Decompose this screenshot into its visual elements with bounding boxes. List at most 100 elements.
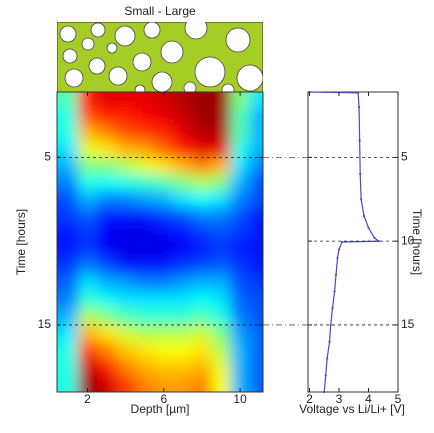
- heatmap-cell: [192, 324, 212, 343]
- heatmap-cell: [77, 308, 98, 326]
- line-point: [334, 273, 338, 276]
- heatmap-cell: [97, 157, 117, 175]
- heatmap-cell: [135, 190, 155, 209]
- x-tick-label: 3: [336, 392, 343, 406]
- heatmap-cell: [97, 107, 117, 125]
- heatmap-cell: [192, 140, 212, 158]
- heatmap-cell: [230, 257, 251, 276]
- heatmap-cell: [97, 257, 117, 276]
- heatmap-area: [57, 92, 263, 392]
- heatmap-cell: [211, 123, 232, 142]
- heatmap-cell: [57, 241, 79, 259]
- heatmap-cell: [154, 241, 174, 259]
- heatmap-cell: [77, 140, 98, 158]
- line-point: [377, 240, 380, 243]
- heatmap-cell: [77, 257, 98, 276]
- line-point: [357, 105, 361, 109]
- heatmap-cell: [116, 257, 136, 276]
- x-tick-label: 2: [84, 392, 91, 406]
- heatmap-cell: [57, 157, 79, 175]
- heatmap-cell: [211, 308, 232, 326]
- heatmap-cell: [173, 257, 193, 276]
- heatmap-cell: [135, 308, 155, 326]
- x-tick-label: 2: [306, 392, 313, 406]
- heatmap-cell: [192, 308, 212, 326]
- line-point: [367, 226, 370, 229]
- y-tick-label: 15: [401, 317, 415, 331]
- heatmap-cell: [173, 207, 193, 225]
- y-axis-title: Time [hours]: [410, 209, 424, 275]
- heatmap-cell: [154, 92, 174, 108]
- y-tick-label: 5: [44, 150, 51, 164]
- heatmap-cell: [154, 157, 174, 175]
- line-point: [360, 198, 363, 201]
- y-axis-title: Time [hours]: [14, 209, 28, 275]
- heatmap-cell: [77, 157, 98, 175]
- y-tick-label: 15: [38, 317, 52, 331]
- heatmap-cell: [211, 190, 232, 209]
- heatmap-cell: [230, 174, 251, 192]
- heatmap-cell: [173, 291, 193, 309]
- line-point: [331, 307, 334, 310]
- line-point: [357, 91, 360, 94]
- heatmap-cell: [57, 140, 79, 158]
- y-tick-label: 5: [401, 150, 408, 164]
- heatmap-cell: [211, 92, 232, 108]
- heatmap-cell: [230, 341, 251, 359]
- heatmap-cell: [135, 241, 155, 259]
- heatmap-cell: [135, 341, 155, 359]
- x-tick-label: 10: [233, 392, 247, 406]
- heatmap-cell: [116, 291, 136, 309]
- heatmap-cell: [211, 224, 232, 242]
- line-point: [373, 236, 376, 239]
- heatmap-cell: [97, 140, 117, 158]
- heatmap-cell: [230, 358, 251, 376]
- heatmap-cell: [192, 224, 212, 242]
- heatmap-cell: [154, 190, 174, 209]
- heatmap-cell: [57, 190, 79, 209]
- heatmap-cell: [77, 123, 98, 142]
- heatmap-cell: [192, 174, 212, 192]
- heatmap-cell: [77, 92, 98, 108]
- heatmap-cell: [116, 190, 136, 209]
- heatmap-cell: [173, 190, 193, 209]
- heatmap-cell: [211, 140, 232, 158]
- line-point: [323, 390, 326, 394]
- heatmap-cell: [77, 375, 98, 392]
- heatmap-cell: [77, 107, 98, 125]
- heatmap-cell: [77, 190, 98, 209]
- heatmap-cell: [173, 174, 193, 192]
- y-tick-label: 10: [401, 233, 415, 247]
- heatmap-cell: [116, 274, 136, 292]
- heatmap-cell: [249, 174, 263, 192]
- heatmap-cell: [173, 324, 193, 343]
- heatmap-cell: [154, 207, 174, 225]
- heatmap-cell: [154, 274, 174, 292]
- heatmap-cell: [249, 358, 263, 376]
- heatmap-cell: [192, 291, 212, 309]
- heatmap-cell: [135, 224, 155, 242]
- chart-title: Small - Large: [124, 4, 196, 18]
- heatmap-cell: [230, 92, 251, 108]
- heatmap-cell: [77, 274, 98, 292]
- heatmap-cell: [211, 107, 232, 125]
- heatmap-cell: [97, 190, 117, 209]
- heatmap-cell: [77, 174, 98, 192]
- heatmap-cell: [57, 174, 79, 192]
- heatmap-cell: [173, 140, 193, 158]
- heatmap-cell: [97, 207, 117, 225]
- heatmap-cell: [154, 358, 174, 376]
- heatmap-cell: [77, 324, 98, 343]
- heatmap-cell: [135, 274, 155, 292]
- heatmap-cell: [173, 375, 193, 392]
- heatmap-cell: [211, 174, 232, 192]
- heatmap-cell: [135, 174, 155, 192]
- heatmap-cell: [77, 241, 98, 259]
- heatmap-cell: [173, 107, 193, 125]
- heatmap-cell: [173, 123, 193, 142]
- heatmap-cell: [173, 274, 193, 292]
- heatmap-cell: [192, 157, 212, 175]
- heatmap-cell: [192, 257, 212, 276]
- heatmap-cell: [192, 92, 212, 108]
